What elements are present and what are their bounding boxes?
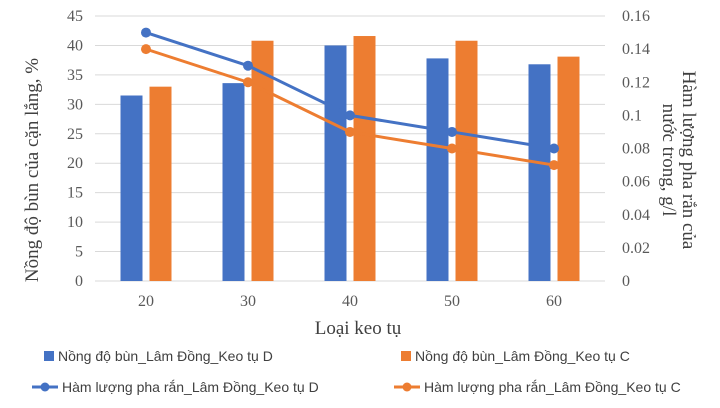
y-tick-label-left: 30 xyxy=(67,96,83,113)
x-tick-label: 30 xyxy=(240,293,256,310)
y-axis-title-right-line2: nước trong, g/l xyxy=(658,104,679,217)
y-tick-label-left: 45 xyxy=(67,8,83,25)
legend-label-line-d: Hàm lượng pha rắn_Lâm Đồng_Keo tụ D xyxy=(62,379,319,395)
y-axis-title-right-line1: Hàm lượng pha rắn của xyxy=(678,71,699,250)
legend-label-bar-d: Nồng độ bùn_Lâm Đồng_Keo tụ D xyxy=(58,348,273,364)
bar xyxy=(455,40,478,281)
bar xyxy=(251,40,274,281)
series-line xyxy=(145,47,555,167)
y-tick-label-left: 0 xyxy=(75,273,83,290)
line-point xyxy=(243,77,253,88)
line-point xyxy=(447,126,457,137)
line-point xyxy=(549,160,559,171)
y-tick-label-left: 25 xyxy=(67,126,83,143)
line-point xyxy=(345,110,355,121)
line-point xyxy=(345,126,355,137)
line-point xyxy=(141,27,151,38)
bar xyxy=(426,58,449,282)
x-axis-title: Loại keo tụ xyxy=(315,318,402,339)
y-tick-label-left: 40 xyxy=(67,37,83,54)
y-tick-label-right: 0.08 xyxy=(622,141,650,158)
bar xyxy=(528,64,551,282)
legend-item-bar-d: Nồng độ bùn_Lâm Đồng_Keo tụ D xyxy=(44,348,273,364)
legend-label-bar-c: Nồng độ bùn_Lâm Đồng_Keo tụ C xyxy=(415,348,630,364)
y-axis-title-left: Nồng độ bùn của cặn lắng, % xyxy=(22,58,43,282)
bar xyxy=(149,86,172,282)
y-tick-label-left: 15 xyxy=(67,185,83,202)
line-point xyxy=(549,143,559,154)
legend-item-bar-c: Nồng độ bùn_Lâm Đồng_Keo tụ C xyxy=(401,348,630,364)
line-point xyxy=(243,60,253,71)
legend-item-line-d: Hàm lượng pha rắn_Lâm Đồng_Keo tụ D xyxy=(32,379,319,395)
y-tick-label-right: 0.16 xyxy=(622,8,650,25)
lines xyxy=(141,27,559,171)
y-tick-label-right: 0.14 xyxy=(622,41,650,58)
x-tick-label: 60 xyxy=(546,293,562,310)
legend-marker-line-c xyxy=(402,382,412,392)
y-tick-label-left: 10 xyxy=(67,214,83,231)
x-tick-label: 20 xyxy=(138,293,154,310)
y-tick-label-right: 0.04 xyxy=(622,207,650,224)
bar xyxy=(120,95,143,281)
legend-label-line-c: Hàm lượng pha rắn_Lâm Đồng_Keo tụ C xyxy=(424,379,681,395)
bar xyxy=(353,36,376,282)
y-tick-label-left: 35 xyxy=(67,67,83,84)
tick-labels: 0 5 10 15 20 25 30 35 40 45 0 0.02 0.04 0.06 0.08 0.1 0.… xyxy=(67,8,650,310)
legend-swatch-bar-d xyxy=(44,351,54,361)
legend-item-line-c: Hàm lượng pha rắn_Lâm Đồng_Keo tụ C xyxy=(394,379,681,395)
legend-swatch-bar-c xyxy=(401,351,411,361)
legend-marker-line-d xyxy=(40,382,50,392)
bar xyxy=(324,45,347,281)
bar xyxy=(557,56,580,282)
line-point xyxy=(141,44,151,55)
line-point xyxy=(447,143,457,154)
y-tick-label-right: 0.1 xyxy=(622,107,642,124)
bar xyxy=(222,83,245,281)
x-tick-label: 40 xyxy=(342,293,358,310)
y-tick-label-left: 5 xyxy=(75,244,83,261)
y-tick-label-right: 0 xyxy=(622,273,630,290)
y-tick-label-right: 0.12 xyxy=(622,74,650,91)
y-tick-label-right: 0.02 xyxy=(622,240,650,257)
y-tick-label-right: 0.06 xyxy=(622,174,650,191)
y-tick-label-left: 20 xyxy=(67,155,83,172)
legend: Nồng độ bùn_Lâm Đồng_Keo tụ D Nồng độ bù… xyxy=(32,348,681,395)
x-tick-label: 50 xyxy=(444,293,460,310)
